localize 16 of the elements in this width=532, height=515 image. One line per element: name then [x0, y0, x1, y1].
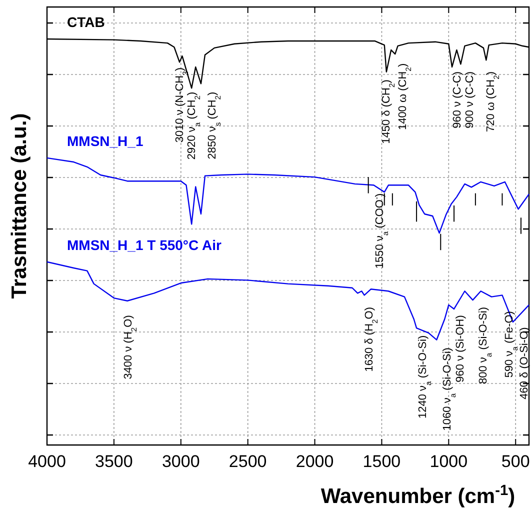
legend-label: CTAB [67, 14, 105, 30]
annotation: 960 ν (Si-OH) [454, 315, 467, 382]
x-tick-label: 3000 [162, 452, 200, 471]
x-tick-label: 2500 [228, 452, 267, 471]
x-tick-label: 3500 [95, 452, 133, 471]
series-label: MMSN_H_1 T 550°C Air [67, 236, 222, 253]
x-axis-title: Wavenumber (cm$^{-1}$) [320, 483, 516, 508]
x-tick-label: 1500 [362, 452, 401, 471]
annotation: 960 ν (C-C) [452, 71, 464, 128]
series-label: MMSN_H_1 [67, 132, 144, 149]
x-tick-label: 1000 [430, 452, 468, 471]
x-tick-label: 500 [501, 452, 530, 471]
x-tick-label: 4000 [28, 452, 66, 471]
x-tick-label: 2000 [296, 452, 334, 471]
annotation: 900 ν (C-C) [464, 71, 476, 128]
y-axis-title: Trasmittance (a.u.) [8, 113, 31, 299]
